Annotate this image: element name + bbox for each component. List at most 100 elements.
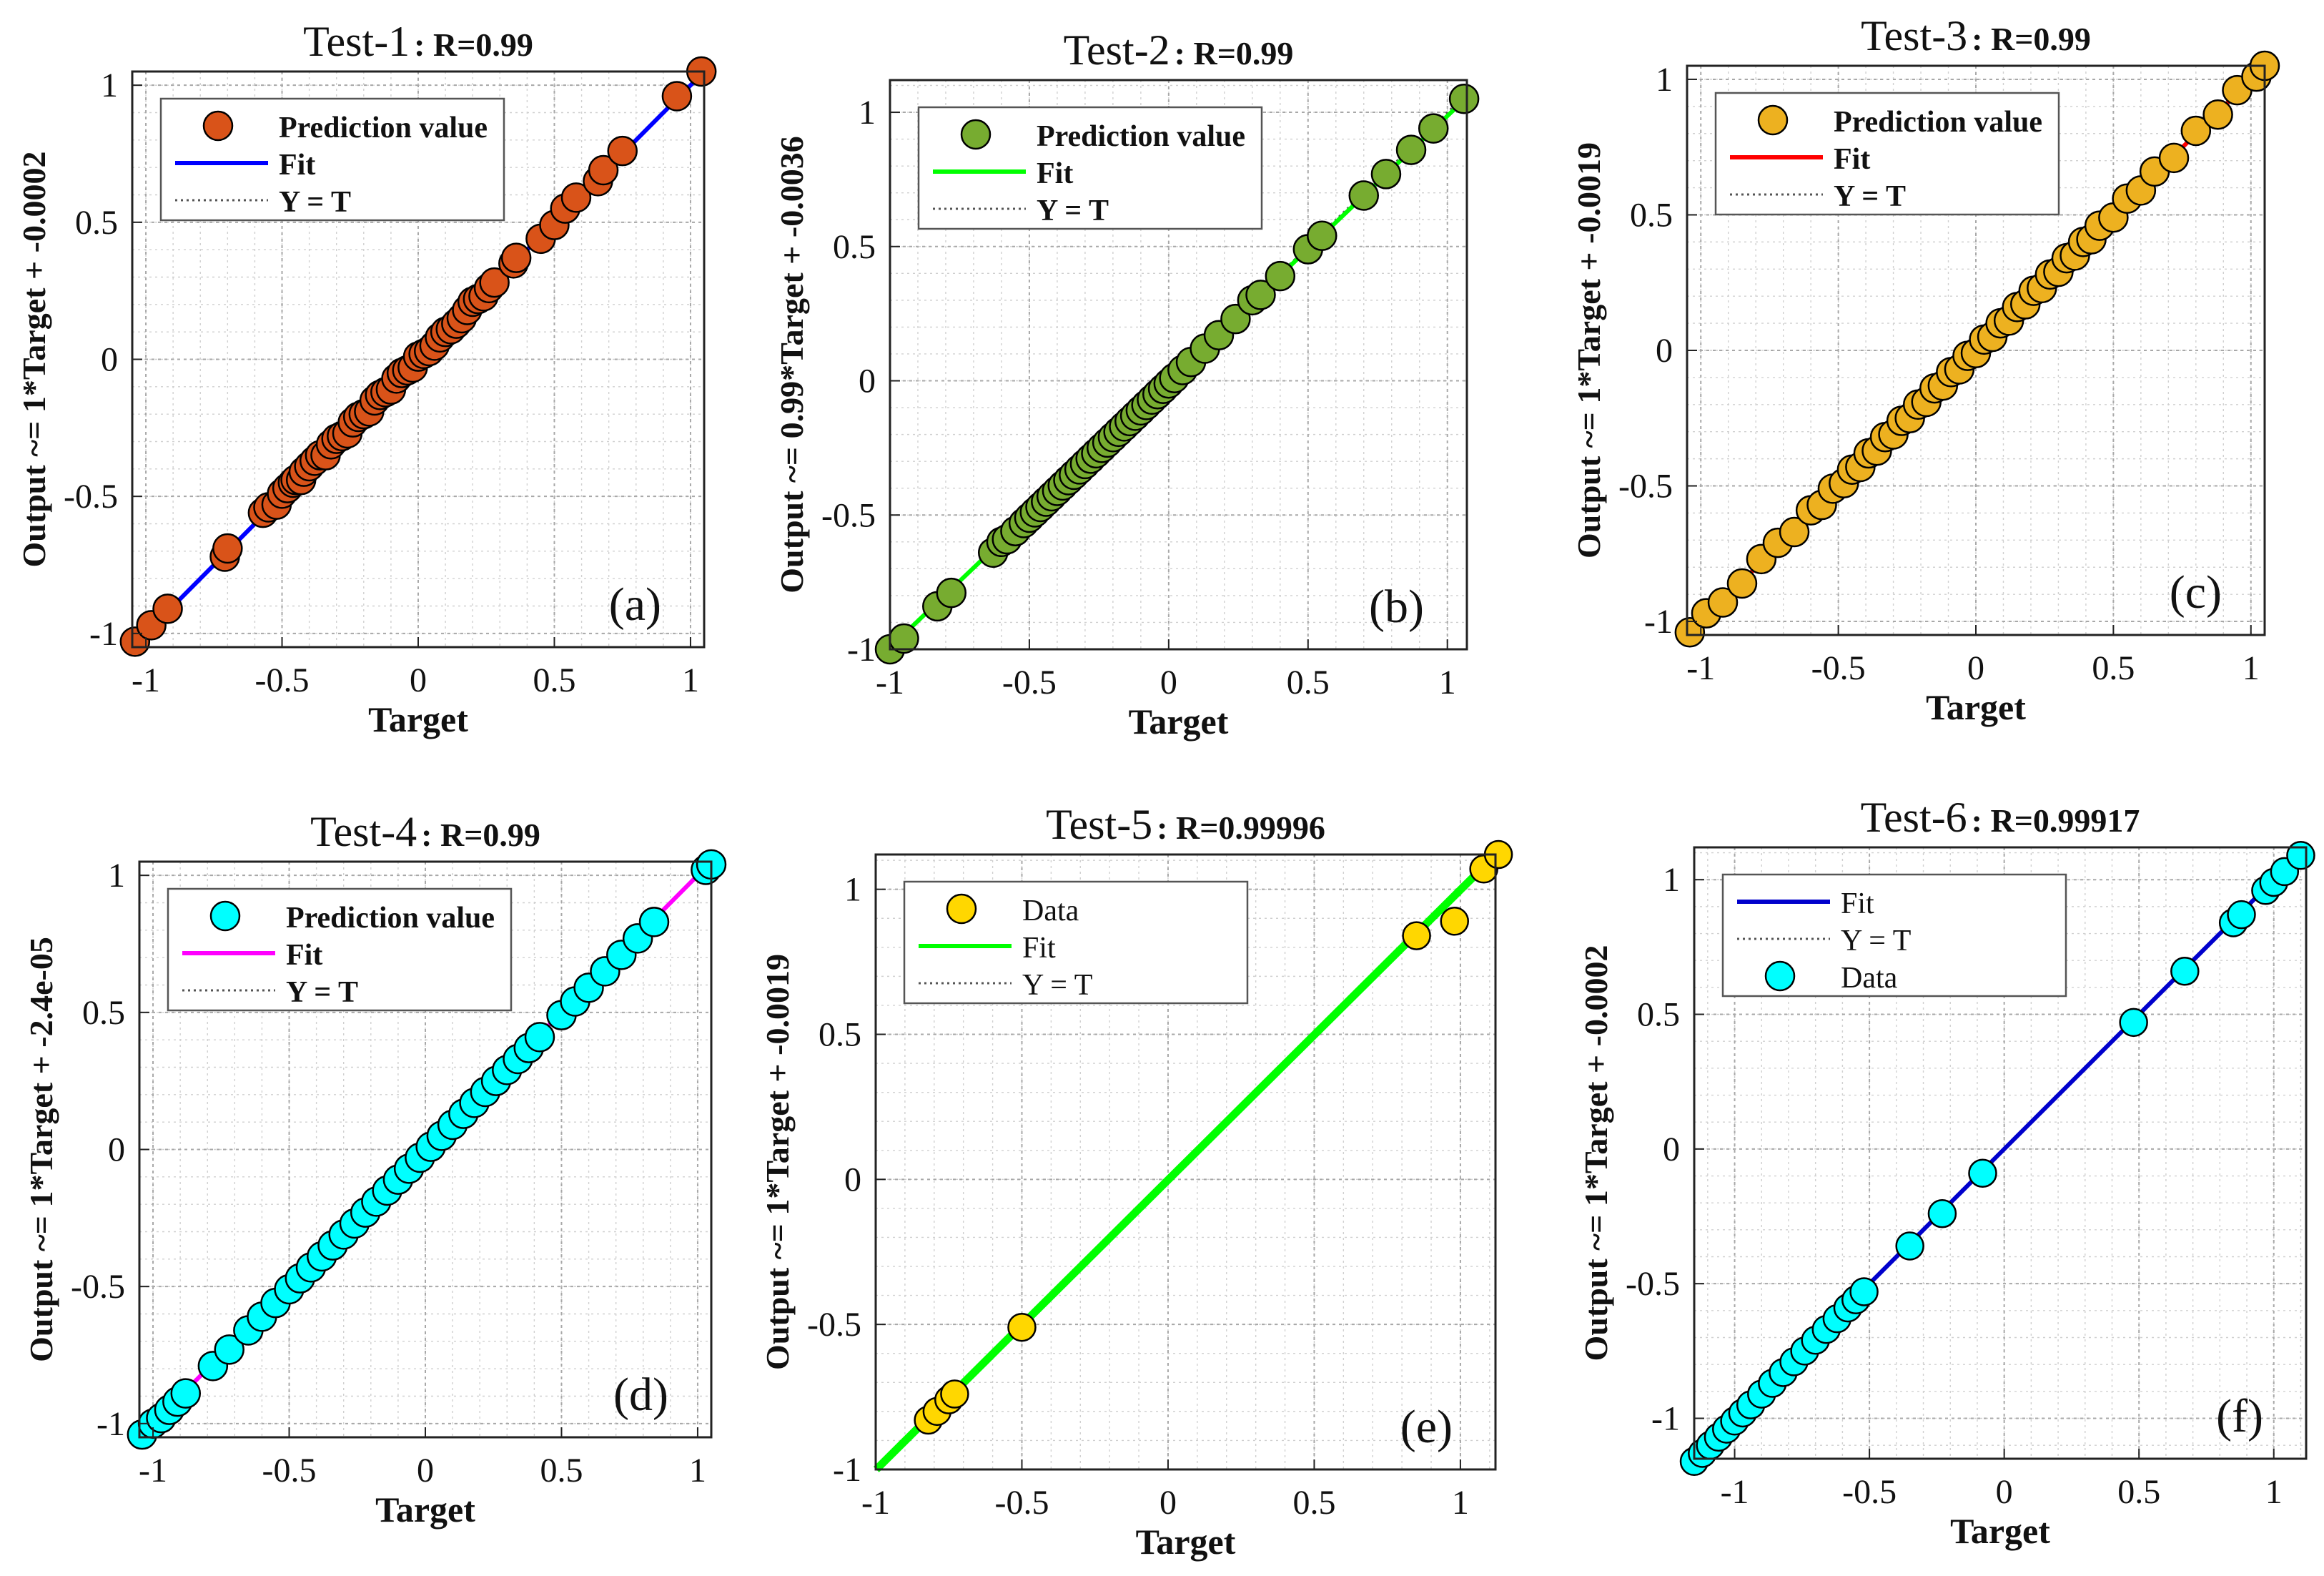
- data-point: [1370, 159, 1402, 189]
- y-tick-label: 0.5: [1630, 196, 1673, 234]
- data-points: [1679, 841, 2315, 1477]
- x-tick-label: -0.5: [1842, 1473, 1897, 1511]
- data-point: [1007, 1312, 1037, 1342]
- legend-marker: [960, 119, 992, 150]
- y-tick-label: 0: [859, 363, 876, 400]
- data-point: [1307, 220, 1337, 252]
- legend-label: Y = T: [286, 976, 358, 1009]
- x-tick-label: 0: [1967, 649, 1984, 687]
- legend: Prediction value Fit Y = T: [167, 887, 513, 1012]
- chart-title: Test-6: R=0.99917: [1861, 794, 2140, 841]
- legend-marker: [946, 893, 977, 925]
- x-tick-label: -1: [1721, 1473, 1749, 1511]
- data-points: [127, 849, 727, 1450]
- x-tick-label: 0: [1159, 1484, 1177, 1522]
- data-point: [2180, 115, 2212, 147]
- x-axis-label: Target: [1950, 1511, 2050, 1551]
- x-axis-label: Target: [1129, 701, 1229, 742]
- data-point: [212, 533, 243, 564]
- data-point: [2170, 957, 2200, 986]
- tick-labels: -1-1 -0.5 -0.5 0 0 0.5 0.5 1 1: [821, 94, 1456, 701]
- data-point: [588, 154, 619, 186]
- panel-label: (b): [1369, 581, 1424, 633]
- axes-box: [874, 853, 1497, 1471]
- data-point: [936, 577, 967, 609]
- axes-box: [1693, 846, 2308, 1460]
- chart-title-r: : R=0.99996: [1157, 809, 1325, 846]
- y-tick-label: -1: [97, 1405, 125, 1443]
- y-tick-label: 1: [1656, 61, 1673, 99]
- x-axis-label: Target: [1136, 1522, 1236, 1562]
- data-point: [479, 267, 510, 298]
- legend-label: Fit: [286, 939, 322, 972]
- data-point: [214, 1334, 244, 1365]
- y-tick-label: 1: [859, 94, 876, 132]
- fit-line: [873, 852, 1498, 1472]
- data-point: [1448, 84, 1480, 114]
- legend-marker: [1764, 960, 1796, 992]
- y-tick-label: 0.5: [819, 1016, 861, 1054]
- panel-label: (a): [609, 578, 661, 631]
- x-tick-label: -1: [1686, 649, 1715, 687]
- y-tick-label: 0: [844, 1161, 861, 1198]
- legend-marker: [1757, 104, 1789, 136]
- data-point: [1927, 1198, 1957, 1228]
- data-point: [1849, 1277, 1879, 1306]
- legend: Prediction value Fit Y = T: [1714, 92, 2060, 216]
- y-tick-label: -1: [1644, 603, 1673, 641]
- x-tick-label: 1: [1452, 1484, 1469, 1522]
- y-axis-label: Output ~= 1*Target + -0.0002: [16, 152, 52, 568]
- chart-title-r: : R=0.99: [421, 817, 540, 853]
- x-tick-label: 1: [682, 661, 699, 699]
- data-point: [1265, 260, 1296, 292]
- legend-marker: [202, 110, 234, 142]
- y-tick-label: 0: [1663, 1131, 1680, 1168]
- y-tick-label: 0: [1656, 332, 1673, 370]
- x-tick-label: 1: [1439, 664, 1456, 701]
- legend-label: Y = T: [279, 186, 351, 219]
- chart-title-name: Test-6: [1861, 794, 1967, 841]
- data-point: [2227, 900, 2256, 930]
- data-point: [2158, 142, 2190, 174]
- x-tick-label: 0.5: [1287, 664, 1330, 701]
- legend-label: Data: [1022, 895, 1079, 927]
- x-axis-label: Target: [368, 699, 468, 739]
- data-point: [1726, 568, 1758, 599]
- data-point: [1707, 587, 1739, 618]
- y-tick-label: 0.5: [75, 204, 118, 242]
- data-point: [1968, 1158, 1997, 1188]
- x-tick-label: -1: [861, 1484, 890, 1522]
- chart-title-r: : R=0.99: [1175, 35, 1294, 72]
- major-grid: [1694, 847, 2306, 1459]
- chart-title: Test-2: R=0.99: [1064, 26, 1294, 74]
- legend-label: Y = T: [1022, 969, 1092, 1002]
- panel-label: (f): [2216, 1390, 2263, 1442]
- chart-panel-3: -1 -1 -0.5 -0.5 0 0 0.5 0.5 1 1 Target Output ~= 1*…: [1571, 12, 2280, 727]
- y-tick-label: 0.5: [833, 228, 876, 266]
- x-tick-label: -0.5: [262, 1452, 317, 1489]
- y-tick-label: -0.5: [821, 496, 876, 534]
- legend-label: Fit: [279, 149, 315, 182]
- legend-label: Prediction value: [279, 112, 488, 144]
- y-tick-label: 0: [101, 341, 118, 379]
- y-axis-label: Output ~= 1*Target + -0.0019: [759, 954, 796, 1370]
- legend-label: Y = T: [1037, 194, 1109, 227]
- chart-title-name: Test-4: [310, 808, 417, 855]
- y-tick-label: 1: [108, 857, 125, 895]
- chart-title-name: Test-1: [303, 18, 410, 65]
- y-axis-label: Output ~= 1*Target + -0.0019: [1571, 142, 1607, 558]
- data-point: [1402, 921, 1431, 950]
- data-point: [638, 907, 670, 937]
- data-points: [914, 839, 1513, 1435]
- panel-label: (e): [1400, 1401, 1453, 1453]
- y-tick-label: -0.5: [1626, 1265, 1680, 1303]
- y-tick-label: -0.5: [64, 478, 118, 516]
- legend-label: Fit: [1834, 143, 1870, 176]
- chart-title: Test-5: R=0.99996: [1046, 801, 1325, 848]
- y-axis-label: Output ~= 0.99*Target + -0.0036: [773, 136, 810, 593]
- data-point: [1348, 180, 1380, 211]
- x-tick-label: 0: [417, 1452, 434, 1489]
- data-point: [940, 1379, 969, 1409]
- legend-label: Y = T: [1841, 925, 1911, 957]
- legend-label: Fit: [1841, 887, 1874, 920]
